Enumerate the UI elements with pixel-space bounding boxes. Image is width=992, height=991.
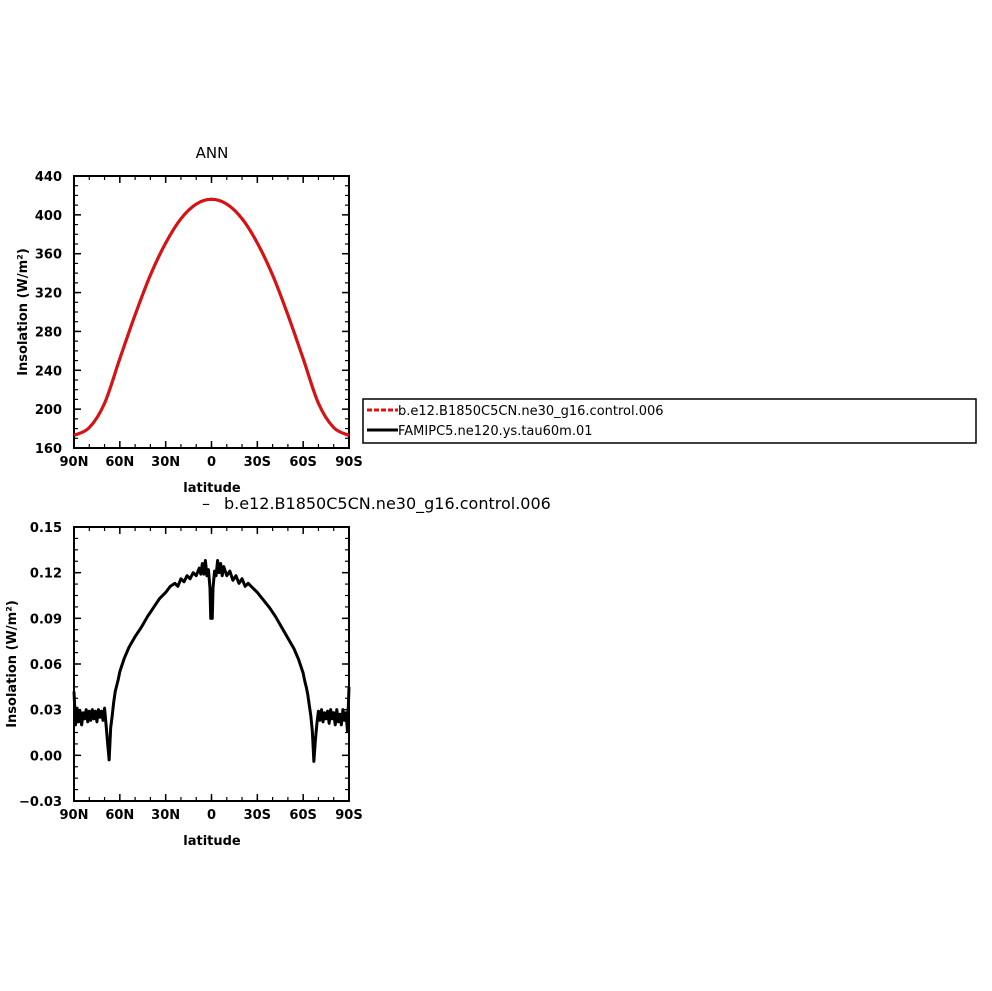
- y-tick-label: 400: [35, 209, 62, 224]
- x-tick-label: 30S: [244, 808, 271, 823]
- y-tick-label: 280: [35, 325, 62, 340]
- y-tick-label: −0.03: [19, 795, 62, 810]
- bottom-plot-frame: [73, 526, 350, 802]
- series-line-0-0: [73, 197, 350, 437]
- x-tick-label: 30N: [151, 808, 180, 823]
- bottom-axis-ticks: 90N 60N 30N 0 30S 60S 90S −0.03 0.00 0.03 0.06 0.09…: [19, 521, 363, 823]
- y-tick-label: 440: [35, 170, 62, 185]
- x-tick-label: 0: [207, 455, 216, 470]
- y-tick-label: 0.09: [30, 612, 62, 627]
- y-tick-label: 0.12: [30, 567, 62, 582]
- legend: b.e12.B1850C5CN.ne30_g16.control.006 FAM…: [362, 398, 977, 444]
- x-tick-label: 90S: [335, 808, 362, 823]
- x-tick-label: 30N: [151, 455, 180, 470]
- top-plot-frame: [73, 175, 350, 449]
- y-tick-label: 320: [35, 287, 62, 302]
- bottom-y-axis-title: Insolation (W/m²): [5, 600, 20, 728]
- top-axis-ticks: 90N 60N 30N 0 30S 60S 90S 160 200 240 280 320 360 400…: [35, 170, 363, 470]
- top-x-axis-title: latitude: [183, 481, 241, 496]
- y-tick-label: 200: [35, 403, 62, 418]
- y-tick-label: 0.00: [30, 749, 62, 764]
- series-line-1-0: [72, 558, 351, 763]
- x-tick-label: 90N: [60, 455, 89, 470]
- legend-label-famip: FAMIPC5.ne120.ys.tau60m.01: [398, 424, 593, 439]
- y-tick-label: 0.03: [30, 704, 62, 719]
- x-tick-label: 60N: [105, 455, 134, 470]
- top-series-layer: [73, 197, 350, 437]
- x-tick-label: 60S: [289, 808, 316, 823]
- y-tick-label: 0.06: [30, 658, 62, 673]
- x-tick-label: 60S: [289, 455, 316, 470]
- x-tick-label: 90N: [60, 808, 89, 823]
- bottom-x-axis-title: latitude: [183, 834, 241, 849]
- x-tick-label: 30S: [244, 455, 271, 470]
- legend-box: [362, 398, 977, 444]
- top-panel-title: ANN: [196, 144, 229, 162]
- bottom-series-layer: [72, 558, 351, 763]
- y-tick-label: 160: [35, 442, 62, 457]
- bottom-panel-title: b.e12.B1850C5CN.ne30_g16.control.006: [224, 494, 551, 514]
- x-tick-label: 60N: [105, 808, 134, 823]
- y-tick-label: 0.15: [30, 521, 62, 536]
- y-tick-label: 240: [35, 364, 62, 379]
- bottom-panel: – b.e12.B1850C5CN.ne30_g16.control.006 9…: [5, 494, 551, 849]
- x-tick-label: 90S: [335, 455, 362, 470]
- x-tick-label: 0: [207, 808, 216, 823]
- top-panel: ANN 90N 60N 30N 0 30S 60S 90S 160 200 240 280 320 36…: [16, 144, 363, 496]
- series-line-0-1: [73, 197, 350, 437]
- legend-label-control: b.e12.B1850C5CN.ne30_g16.control.006: [398, 404, 664, 419]
- bottom-panel-title-prefix: –: [202, 494, 210, 513]
- y-tick-label: 360: [35, 248, 62, 263]
- top-y-axis-title: Insolation (W/m²): [16, 248, 31, 376]
